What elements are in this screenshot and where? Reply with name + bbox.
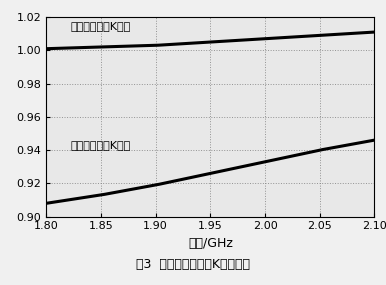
Text: 图3  串接电感前后的K对比曲线: 图3 串接电感前后的K对比曲线 [136, 258, 250, 271]
Text: 串接电感前的K曲线: 串接电感前的K曲线 [70, 141, 130, 150]
X-axis label: 频率/GHz: 频率/GHz [188, 237, 233, 250]
Text: 串接电感后的K曲线: 串接电感后的K曲线 [70, 21, 130, 31]
